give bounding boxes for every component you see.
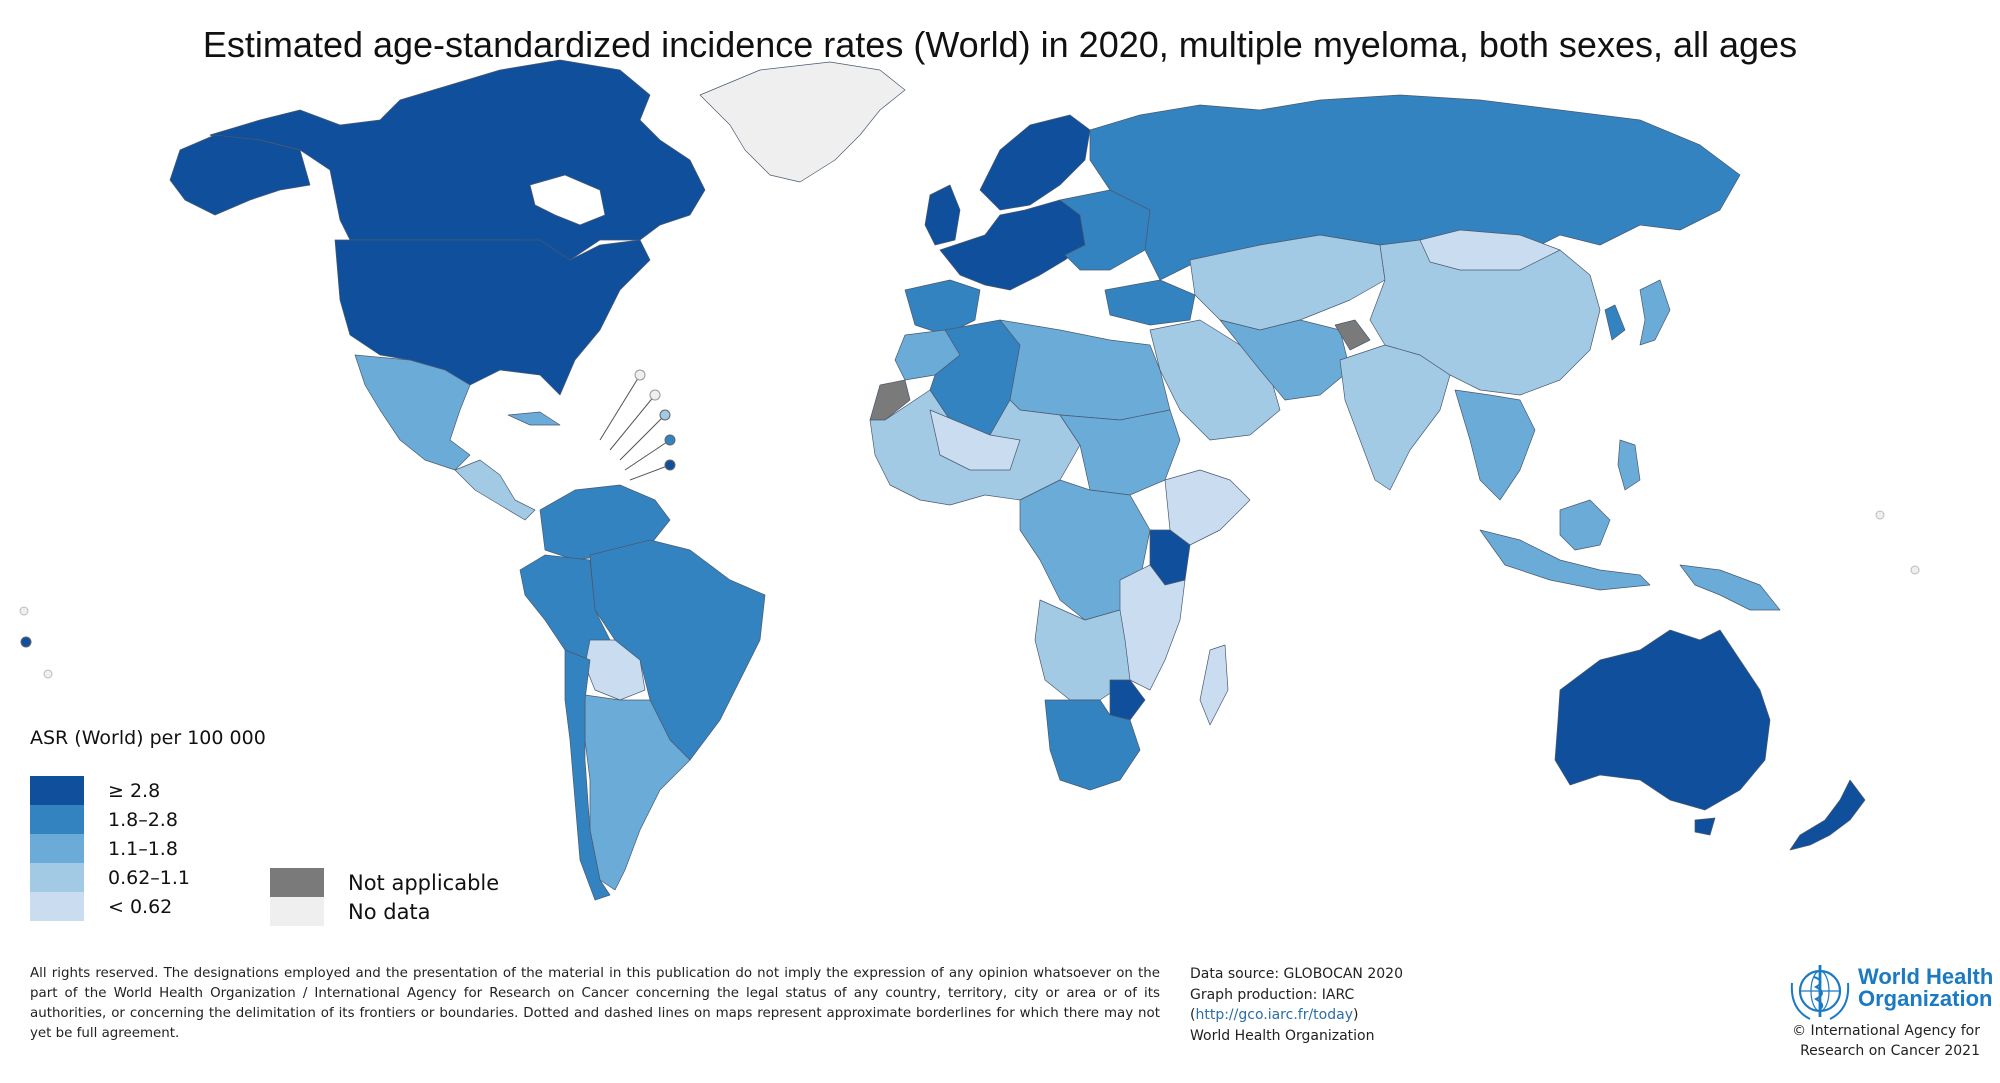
- region-zimbabwe: [1109, 679, 1146, 721]
- region-southeast-asia: [1454, 389, 1536, 501]
- hudson-bay: [529, 174, 606, 226]
- legend-label: 0.62–1.1: [108, 866, 191, 889]
- region-mali-niger: [929, 409, 1021, 471]
- region-pacific-island: [1910, 565, 1920, 575]
- region-chile: [564, 649, 611, 901]
- legend-label: 1.8–2.8: [108, 808, 178, 831]
- legend-label: No data: [348, 899, 431, 924]
- region-new-zealand: [1789, 779, 1866, 851]
- region-india: [1339, 344, 1451, 491]
- region-korea: [1604, 304, 1626, 341]
- who-logo-text: World Health Organization: [1858, 964, 1994, 1011]
- map-title: Estimated age-standardized incidence rat…: [202, 24, 1798, 65]
- caribbean-pointers: [599, 369, 676, 481]
- region-indonesia: [1479, 529, 1651, 591]
- region-iran-pakistan: [1219, 319, 1351, 401]
- legend-label: Not applicable: [348, 870, 500, 895]
- region-central-america: [454, 459, 536, 521]
- region-middle-east: [1149, 319, 1281, 441]
- region-turkey: [1104, 279, 1196, 326]
- region-horn-africa: [1164, 469, 1251, 546]
- region-pacific-island: [1875, 510, 1885, 520]
- source-org: World Health Organization: [1190, 1027, 1375, 1044]
- region-mongolia: [1419, 229, 1561, 271]
- region-philippines: [1617, 439, 1641, 491]
- region-iberia: [904, 279, 981, 336]
- who-emblem-icon: [1790, 965, 1850, 1020]
- region-libya-egypt: [999, 319, 1171, 421]
- region-colombia-venezuela: [539, 484, 671, 561]
- region-western-europe: [939, 199, 1086, 291]
- region-kashmir: [1334, 319, 1371, 351]
- region-tasmania: [1694, 817, 1716, 836]
- legend-item-1: 1.8–2.8: [30, 805, 178, 834]
- legend-item-0: ≥ 2.8: [30, 776, 160, 805]
- region-madagascar: [1199, 644, 1229, 726]
- legend-swatch: [30, 834, 84, 863]
- legend-swatch: [270, 868, 324, 897]
- region-uk-ireland: [924, 184, 961, 246]
- legend-swatch: [30, 776, 84, 805]
- region-scandinavia: [979, 114, 1091, 211]
- legend-swatch: [270, 897, 324, 926]
- legend-label: 1.1–1.8: [108, 837, 178, 860]
- region-cuba: [507, 411, 561, 426]
- region-russia: [1089, 94, 1741, 281]
- region-south-africa: [1044, 699, 1141, 791]
- region-new-guinea: [1679, 564, 1781, 611]
- data-source: Data source: GLOBOCAN 2020: [1190, 966, 1403, 982]
- region-united-states: [334, 239, 651, 396]
- region-alaska: [169, 134, 311, 216]
- region-japan: [1639, 279, 1671, 346]
- region-central-asia: [1189, 234, 1386, 331]
- copyright-text: © International Agency for Research on C…: [1792, 1023, 1980, 1059]
- source-link[interactable]: http://gco.iarc.fr/today: [1195, 1007, 1353, 1023]
- legend-item-no-data: No data: [270, 897, 431, 926]
- region-greenland: [699, 61, 906, 183]
- source-url-line: (http://gco.iarc.fr/today): [1190, 1007, 1359, 1023]
- legend-label: < 0.62: [108, 895, 173, 918]
- region-argentina: [584, 694, 691, 891]
- legend-item-4: < 0.62: [30, 892, 172, 921]
- legend-swatch: [30, 805, 84, 834]
- disclaimer-text: All rights reserved. The designations em…: [30, 966, 1160, 1041]
- region-pacific-island: [43, 669, 53, 679]
- region-hawaii: [20, 636, 32, 648]
- legend-title: ASR (World) per 100 000: [30, 727, 266, 749]
- legend-item-3: 0.62–1.1: [30, 863, 190, 892]
- legend-item-not-applicable: Not applicable: [270, 868, 499, 897]
- region-pacific-island: [19, 606, 29, 616]
- legend-swatch: [30, 892, 84, 921]
- region-australia: [1554, 629, 1771, 811]
- source-block: Data source: GLOBOCAN 2020 Graph product…: [1190, 964, 1403, 1046]
- region-sudan: [1059, 409, 1181, 496]
- region-western-sahara: [869, 379, 911, 421]
- legend-swatch: [30, 863, 84, 892]
- region-east-africa: [1119, 564, 1186, 691]
- region-mexico: [354, 354, 471, 471]
- legend-item-2: 1.1–1.8: [30, 834, 178, 863]
- region-borneo: [1559, 499, 1611, 551]
- legend-label: ≥ 2.8: [108, 779, 161, 802]
- graph-production: Graph production: IARC: [1190, 986, 1355, 1003]
